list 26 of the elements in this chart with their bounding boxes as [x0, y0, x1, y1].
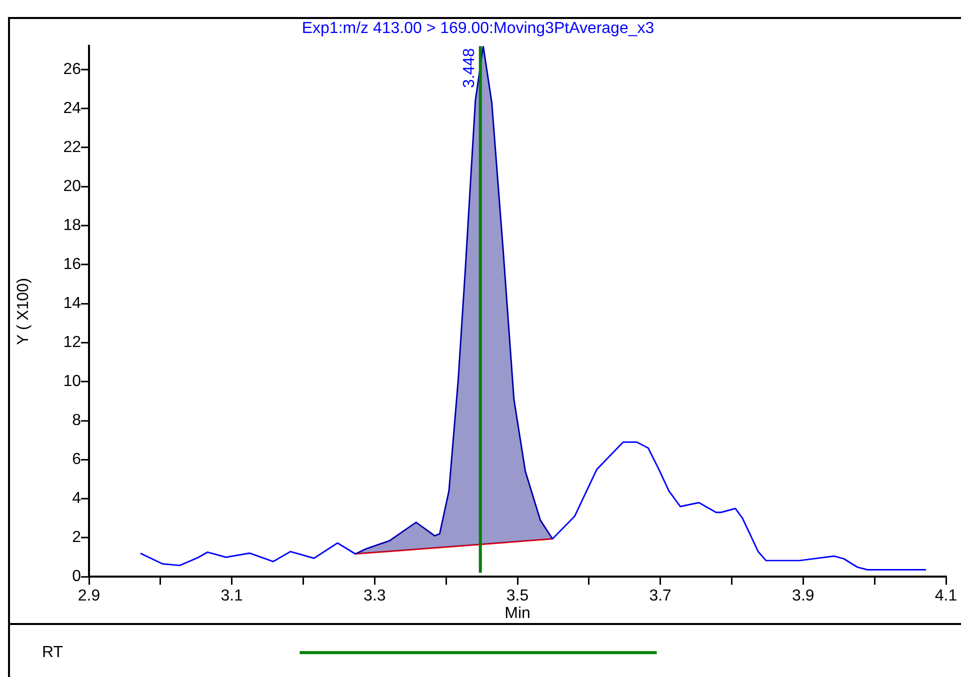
y-tick-label: 2 — [72, 529, 82, 546]
x-tick-label: 3.9 — [792, 588, 814, 605]
y-tick-label: 22 — [63, 138, 82, 156]
y-tick-label: 10 — [63, 373, 82, 390]
y-axis-title: Y ( X100) — [14, 278, 32, 345]
y-tick-label: 6 — [72, 451, 82, 468]
x-tick-label: 3.5 — [506, 588, 529, 605]
y-tick-label: 0 — [72, 568, 82, 586]
x-tick-label: 3.1 — [220, 588, 244, 605]
ref-line-label: 3.448 — [460, 48, 478, 88]
y-tick-label: 16 — [63, 256, 82, 273]
x-tick-label: 3.7 — [649, 588, 672, 605]
y-tick-label: 18 — [63, 217, 82, 234]
x-tick-label: 4.1 — [934, 588, 958, 605]
y-tick-label: 24 — [63, 100, 82, 117]
y-tick-label: 20 — [63, 178, 82, 195]
y-tick-label: 4 — [72, 490, 82, 508]
y-tick-label: 8 — [72, 412, 82, 430]
y-tick-label: RT — [42, 644, 64, 662]
y-tick-label: 14 — [63, 295, 82, 312]
x-axis-title: Min — [504, 604, 530, 622]
y-tick-label: 12 — [63, 334, 82, 352]
chart-title: Exp1:m/z 413.00 > 169.00:Moving3PtAverage_x3 — [302, 20, 654, 37]
y-tick-label: 26 — [63, 60, 82, 78]
x-tick-label: 2.9 — [78, 588, 100, 605]
x-tick-label: 3.3 — [364, 588, 386, 605]
